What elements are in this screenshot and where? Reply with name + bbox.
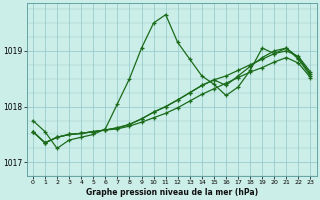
X-axis label: Graphe pression niveau de la mer (hPa): Graphe pression niveau de la mer (hPa) xyxy=(86,188,258,197)
